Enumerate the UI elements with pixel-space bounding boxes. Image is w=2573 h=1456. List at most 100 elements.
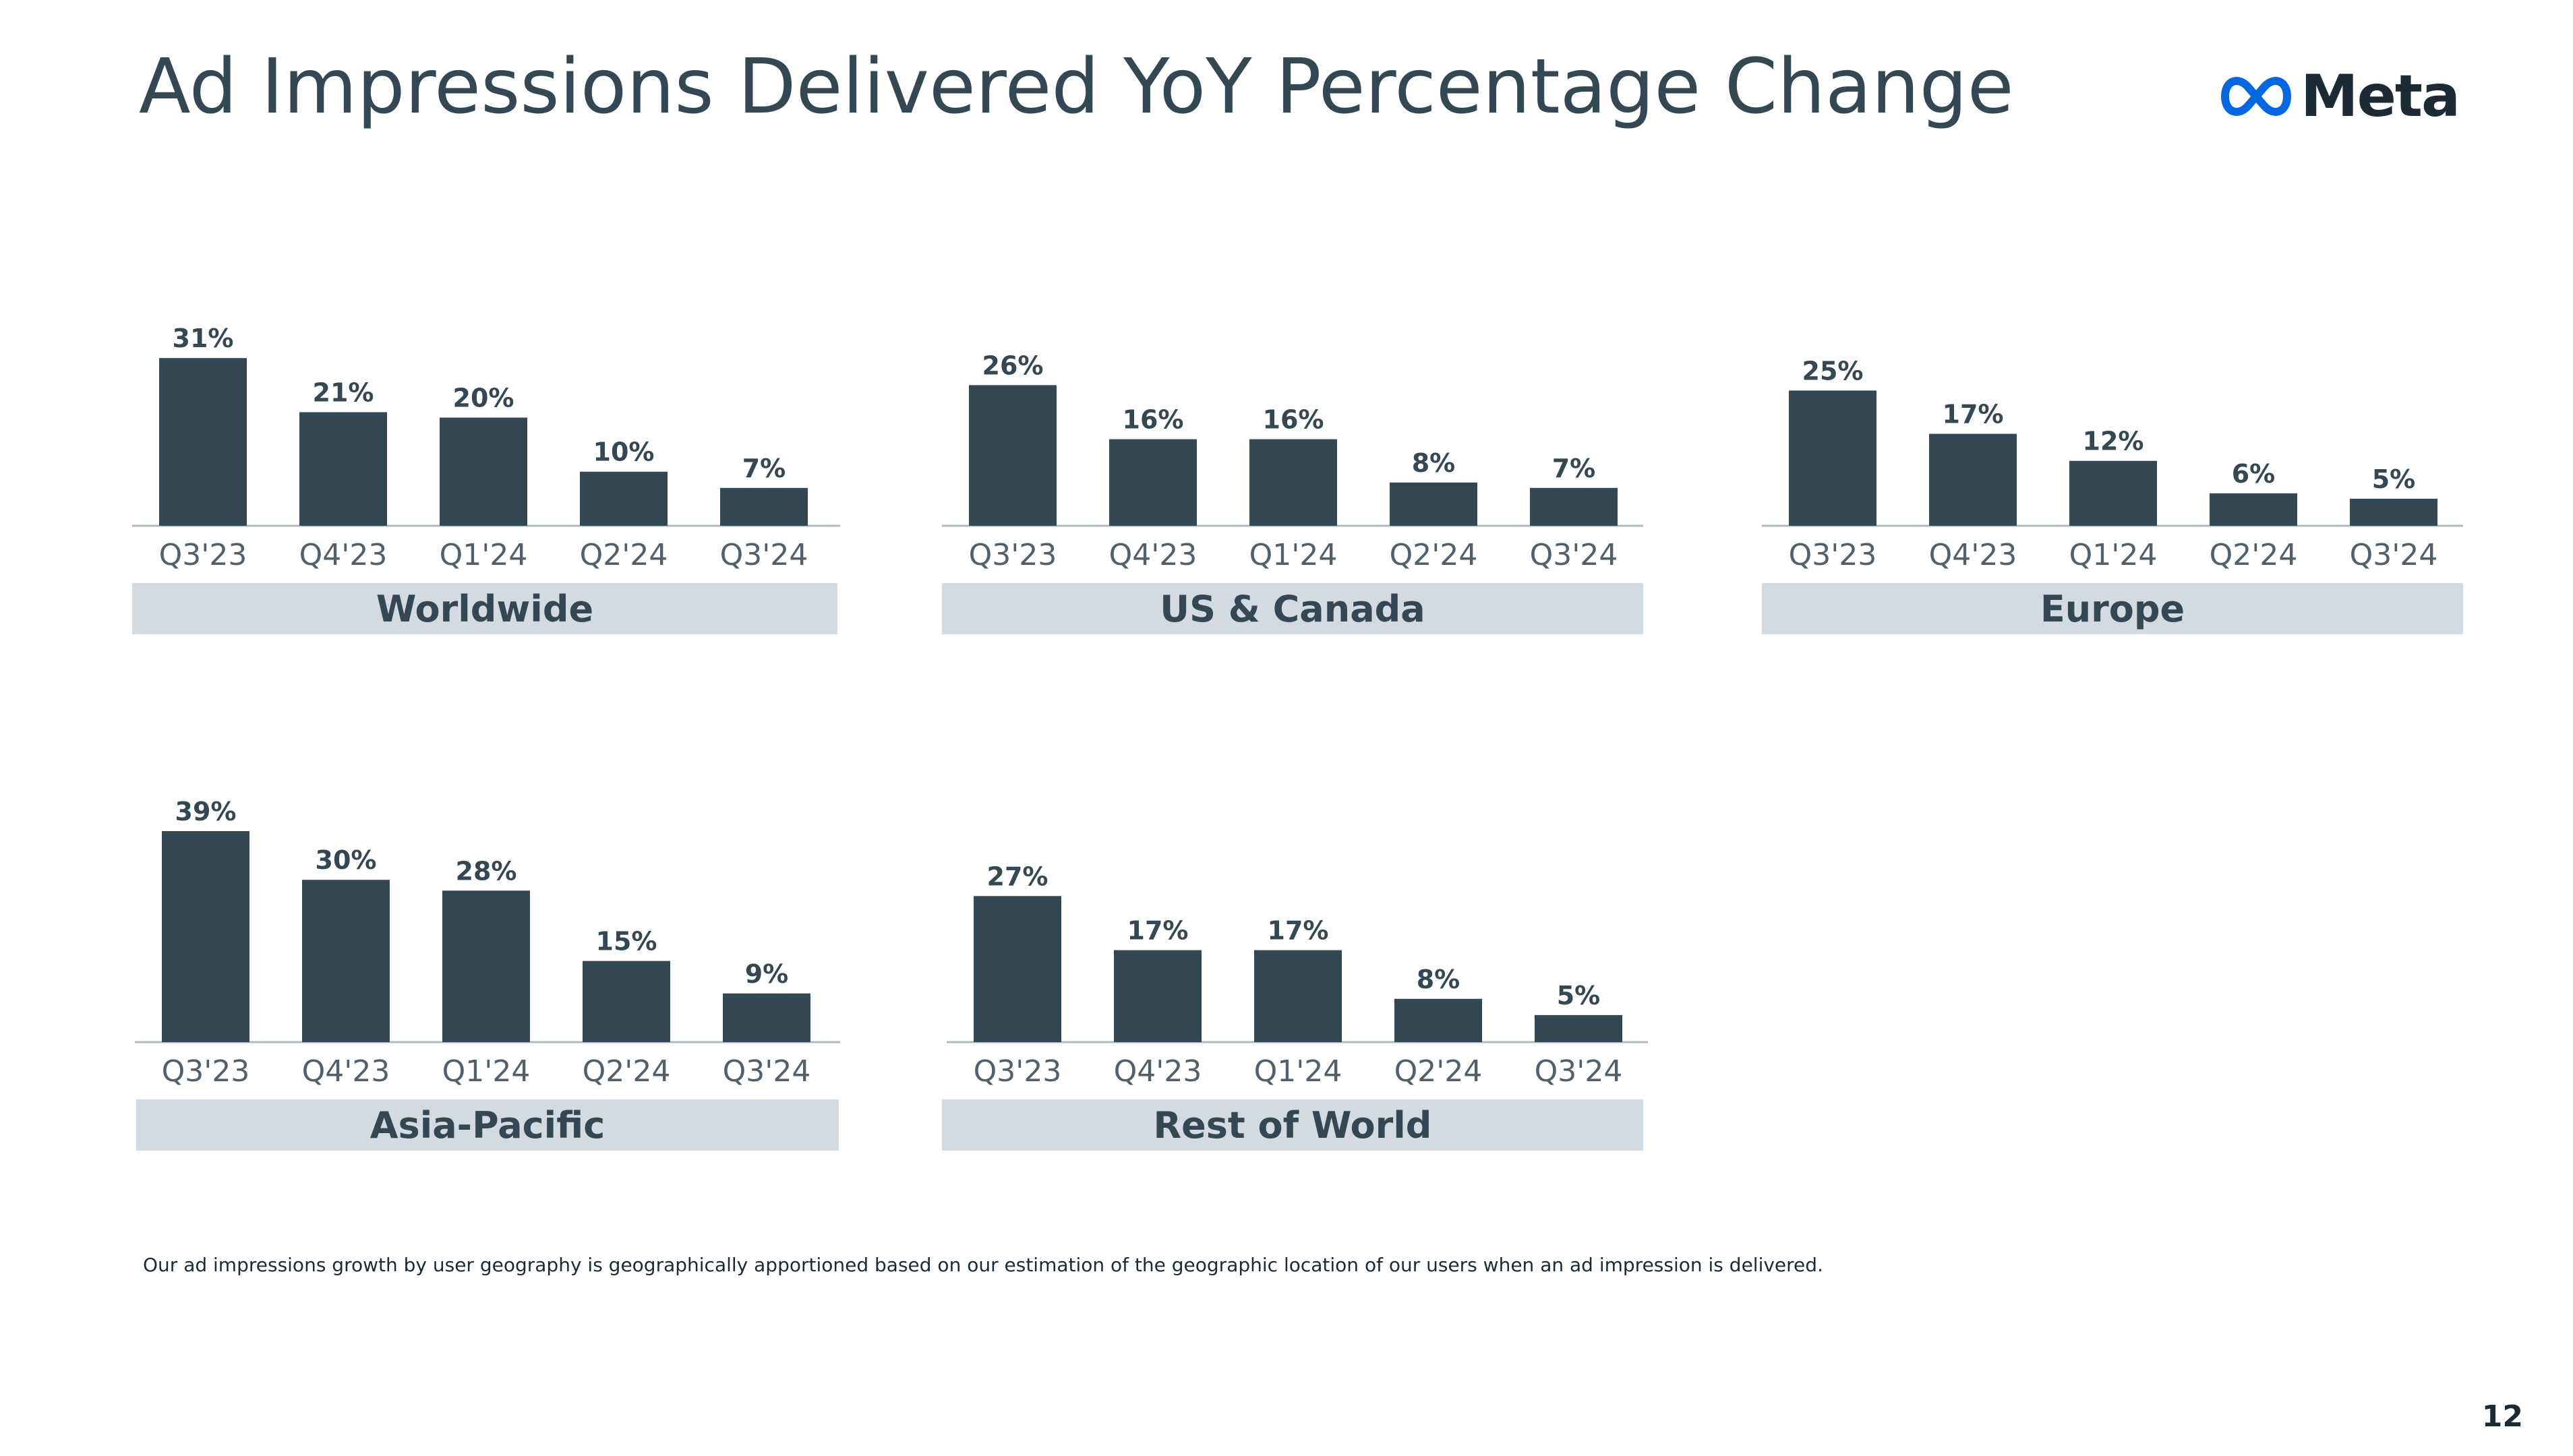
- bar-1: [302, 880, 390, 1042]
- bar-chart-us-canada: 26% Q3'23 16% Q4'23 16% Q1'24 8% Q2'24 7% Q3'24: [942, 351, 1643, 572]
- data-label-4: 5%: [1557, 981, 1601, 1010]
- data-label-3: 6%: [2232, 459, 2276, 489]
- bar-chart-europe: 25% Q3'23 17% Q4'23 12% Q1'24 6% Q2'24 5% Q3'24: [1762, 356, 2463, 572]
- bar-3: [1394, 998, 1482, 1042]
- meta-logo-text: Meta: [2301, 63, 2460, 130]
- x-tick-label-0: Q3'23: [159, 538, 247, 572]
- bar-0: [159, 358, 247, 526]
- bar-4: [2350, 498, 2437, 526]
- bar-3: [580, 471, 668, 526]
- x-tick-label-3: Q2'24: [580, 538, 668, 572]
- chart-panel-europe: 25% Q3'23 17% Q4'23 12% Q1'24 6% Q2'24 5% Q3'24 E…: [1762, 317, 2463, 640]
- data-label-1: 21%: [313, 377, 374, 407]
- x-tick-label-2: Q1'24: [442, 1054, 531, 1089]
- data-label-2: 12%: [2083, 427, 2144, 456]
- region-label: Asia-Pacific: [369, 1103, 605, 1147]
- bar-chart-worldwide: 31% Q3'23 21% Q4'23 20% Q1'24 10% Q2'24 7% Q3'24: [132, 324, 840, 572]
- x-tick-label-0: Q3'23: [969, 538, 1057, 572]
- x-tick-label-1: Q4'23: [1109, 538, 1197, 572]
- chart-panel-rest-of-world: 27% Q3'23 17% Q4'23 17% Q1'24 8% Q2'24 5% Q3'24 R…: [942, 833, 1648, 1157]
- bar-0: [969, 385, 1057, 526]
- bar-3: [1390, 482, 1477, 526]
- data-label-3: 15%: [596, 927, 657, 957]
- bar-3: [583, 961, 670, 1042]
- meta-infinity-logo-icon: [2221, 77, 2291, 116]
- x-tick-label-2: Q1'24: [2069, 538, 2158, 572]
- data-label-3: 10%: [593, 437, 655, 467]
- page-title: Ad Impressions Delivered YoY Percentage …: [139, 43, 2014, 131]
- data-label-2: 17%: [1268, 916, 1329, 946]
- region-label-box: Worldwide: [132, 583, 837, 634]
- x-tick-label-1: Q4'23: [302, 1054, 390, 1089]
- data-label-2: 28%: [456, 856, 517, 886]
- data-label-0: 26%: [982, 351, 1044, 380]
- data-label-1: 17%: [1127, 916, 1189, 946]
- bar-4: [720, 487, 808, 526]
- x-tick-label-4: Q3'24: [723, 1054, 811, 1089]
- chart-panel-us-canada: 26% Q3'23 16% Q4'23 16% Q1'24 8% Q2'24 7% Q3'24 U…: [942, 317, 1643, 640]
- data-label-4: 5%: [2372, 464, 2416, 494]
- data-label-2: 20%: [453, 383, 514, 413]
- x-tick-label-0: Q3'23: [162, 1054, 250, 1089]
- data-label-0: 31%: [173, 324, 234, 353]
- region-label-box: US & Canada: [942, 583, 1643, 634]
- meta-logo: Meta: [2218, 63, 2460, 130]
- region-label: Rest of World: [1153, 1103, 1432, 1147]
- x-tick-label-3: Q2'24: [2210, 538, 2298, 572]
- bar-2: [2069, 460, 2157, 526]
- bar-1: [1929, 433, 2017, 526]
- x-tick-label-1: Q4'23: [1114, 1054, 1202, 1089]
- bar-4: [1535, 1014, 1622, 1042]
- page-number: 12: [2481, 1399, 2523, 1434]
- data-label-1: 17%: [1943, 400, 2004, 429]
- region-label-box: Europe: [1762, 583, 2463, 634]
- data-label-3: 8%: [1412, 448, 1456, 478]
- region-label-box: Asia-Pacific: [136, 1099, 839, 1151]
- data-label-3: 8%: [1417, 965, 1460, 994]
- bar-0: [1789, 390, 1876, 526]
- bar-0: [974, 896, 1061, 1042]
- footnote: Our ad impressions growth by user geogra…: [143, 1254, 1823, 1276]
- data-label-2: 16%: [1263, 405, 1324, 435]
- bar-1: [299, 412, 387, 526]
- data-label-0: 25%: [1802, 356, 1864, 386]
- bar-0: [162, 831, 249, 1042]
- bar-2: [442, 890, 530, 1042]
- x-tick-label-0: Q3'23: [974, 1054, 1062, 1089]
- region-label-box: Rest of World: [942, 1099, 1643, 1151]
- bar-3: [2210, 493, 2297, 526]
- bar-4: [1530, 487, 1618, 526]
- x-tick-label-3: Q2'24: [1390, 538, 1478, 572]
- data-label-1: 30%: [316, 845, 377, 875]
- x-tick-label-4: Q3'24: [1530, 538, 1618, 572]
- data-label-4: 9%: [745, 959, 789, 989]
- bar-1: [1114, 950, 1202, 1042]
- bar-2: [440, 417, 527, 526]
- x-tick-label-4: Q3'24: [2350, 538, 2438, 572]
- x-tick-label-2: Q1'24: [1249, 538, 1338, 572]
- bar-2: [1249, 439, 1337, 526]
- bar-2: [1254, 950, 1342, 1042]
- bar-chart-rest-of-world: 27% Q3'23 17% Q4'23 17% Q1'24 8% Q2'24 5% Q3'24: [947, 861, 1648, 1089]
- data-label-4: 7%: [1552, 454, 1596, 483]
- data-label-4: 7%: [742, 454, 786, 483]
- x-tick-label-1: Q4'23: [299, 538, 388, 572]
- data-label-0: 27%: [987, 861, 1048, 891]
- bar-1: [1109, 439, 1197, 526]
- chart-panel-worldwide: 31% Q3'23 21% Q4'23 20% Q1'24 10% Q2'24 7% Q3'24 …: [132, 317, 840, 640]
- x-tick-label-4: Q3'24: [1535, 1054, 1623, 1089]
- data-label-0: 39%: [175, 797, 237, 826]
- region-label: US & Canada: [1160, 587, 1425, 630]
- bar-4: [723, 993, 810, 1042]
- x-tick-label-0: Q3'23: [1789, 538, 1877, 572]
- x-tick-label-4: Q3'24: [720, 538, 808, 572]
- x-tick-label-1: Q4'23: [1929, 538, 2017, 572]
- x-tick-label-3: Q2'24: [1394, 1054, 1483, 1089]
- chart-panel-asia-pacific: 39% Q3'23 30% Q4'23 28% Q1'24 15% Q2'24 9% Q3'24 …: [135, 797, 840, 1157]
- x-tick-label-2: Q1'24: [440, 538, 528, 572]
- bar-chart-asia-pacific: 39% Q3'23 30% Q4'23 28% Q1'24 15% Q2'24 9% Q3'24: [135, 797, 840, 1089]
- x-tick-label-3: Q2'24: [583, 1054, 671, 1089]
- x-tick-label-2: Q1'24: [1254, 1054, 1342, 1089]
- region-label: Worldwide: [376, 587, 594, 630]
- data-label-1: 16%: [1123, 405, 1184, 435]
